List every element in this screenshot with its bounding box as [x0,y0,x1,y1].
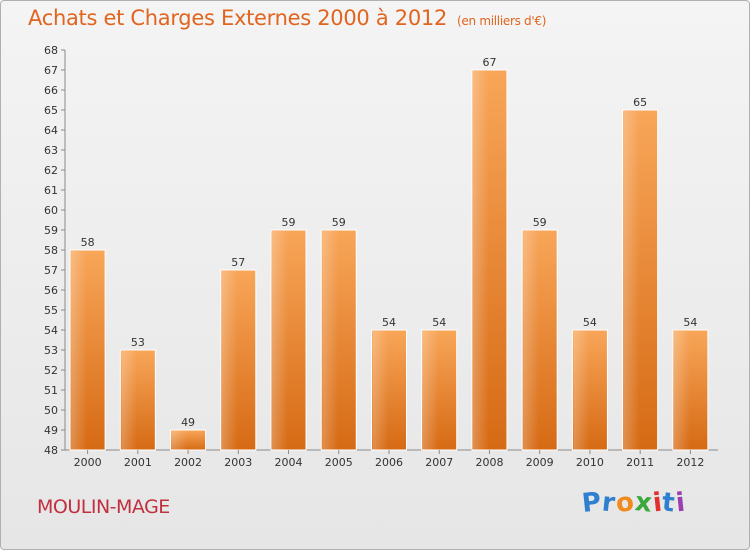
proxiti-logo: Proxiti [580,487,688,519]
y-tick-label: 50 [44,404,58,417]
y-tick-label: 57 [44,264,58,277]
y-tick-label: 63 [44,144,58,157]
bar-highlight [422,331,439,450]
x-tick-label: 2001 [124,456,152,469]
y-tick-label: 68 [44,44,58,57]
x-tick-label: 2003 [224,456,252,469]
bar-highlight [121,351,138,450]
bar-value-label: 65 [633,96,647,109]
y-tick-label: 49 [44,424,58,437]
x-tick-label: 2008 [475,456,503,469]
bar-highlight [272,231,288,450]
bar-highlight [171,431,188,450]
x-tick-label: 2000 [74,456,102,469]
y-tick-label: 55 [44,304,58,317]
x-tick-label: 2002 [174,456,202,469]
bar-highlight [221,271,238,450]
y-tick-label: 51 [44,384,58,397]
x-tick-label: 2012 [676,456,704,469]
bar-highlight [673,331,690,450]
bar-highlight [623,111,640,450]
x-tick-label: 2011 [626,456,654,469]
bar-highlight [573,331,590,450]
y-tick-label: 64 [44,124,58,137]
x-tick-label: 2005 [325,456,353,469]
y-tick-label: 54 [44,324,58,337]
y-tick-label: 48 [44,444,58,457]
x-tick-label: 2007 [425,456,453,469]
y-tick-label: 61 [44,184,58,197]
chart-title: Achats et Charges Externes 2000 à 2012 (e… [28,6,546,30]
bar-highlight [71,251,87,450]
x-tick-label: 2004 [275,456,303,469]
chart-title-text: Achats et Charges Externes 2000 à 2012 [28,6,448,30]
chart-unit-label: (en milliers d'€) [457,14,547,28]
logo-letter: i [674,487,688,519]
bar-value-label: 57 [231,256,245,269]
bar-value-label: 49 [181,416,195,429]
commune-name: MOULIN-MAGE [37,496,170,518]
y-tick-label: 52 [44,364,58,377]
y-tick-label: 67 [44,64,58,77]
x-tick-label: 2010 [576,456,604,469]
y-tick-label: 58 [44,244,58,257]
y-tick-label: 53 [44,344,58,357]
y-tick-label: 59 [44,224,58,237]
bar-value-label: 54 [432,316,446,329]
plot-area: 48 49 50 51 52 53 54 55 56 57 58 59 60 61 62 63 64 65 66 67… [44,44,718,469]
bar-highlight [372,331,389,450]
y-tick-label: 65 [44,104,58,117]
bar-value-label: 59 [533,216,547,229]
bar-value-label: 54 [583,316,597,329]
bar-highlight [523,231,539,450]
bar-highlight [322,231,339,450]
bar-highlight [472,71,489,450]
bar-value-label: 54 [382,316,396,329]
x-tick-label: 2009 [526,456,554,469]
bar-value-label: 54 [683,316,697,329]
bar-value-label: 53 [131,336,145,349]
bar-value-label: 59 [282,216,296,229]
x-tick-label: 2006 [375,456,403,469]
y-tick-label: 62 [44,164,58,177]
y-tick-label: 66 [44,84,58,97]
bar-value-label: 58 [81,236,95,249]
y-tick-label: 60 [44,204,58,217]
y-tick-label: 56 [44,284,58,297]
bar-value-label: 67 [482,56,496,69]
bar-value-label: 59 [332,216,346,229]
